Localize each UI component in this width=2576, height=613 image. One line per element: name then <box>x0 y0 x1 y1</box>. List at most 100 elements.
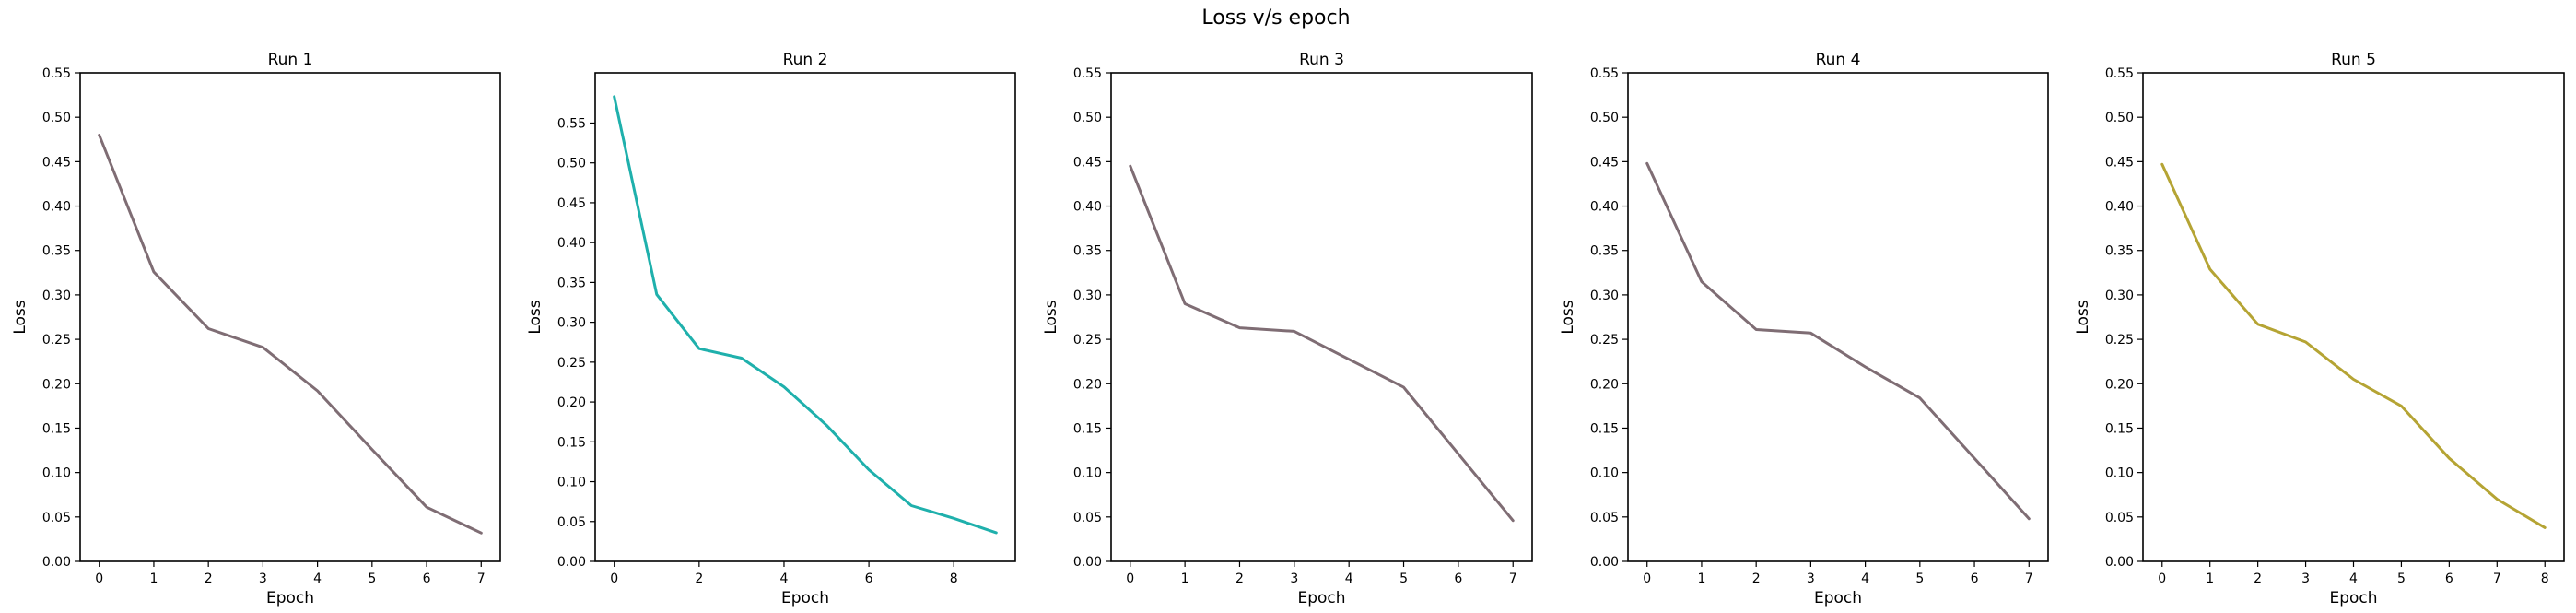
y-tick-label: 0.10 <box>1073 466 1102 481</box>
x-tick-label: 4 <box>2349 572 2358 586</box>
y-tick-label: 0.40 <box>557 236 586 251</box>
y-tick-label: 0.20 <box>2105 377 2134 392</box>
x-tick-label: 5 <box>1399 572 1408 586</box>
y-tick-label: 0.15 <box>557 435 586 450</box>
subplot-4: Run 4 0.00 0.05 0.10 0.15 0.20 0.25 0.30 0.35 0.4… <box>1559 51 2049 607</box>
axes-frame <box>2142 72 2565 562</box>
x-tick-label: 3 <box>1290 572 1298 586</box>
x-tick-label: 2 <box>695 572 703 586</box>
subplot-title: Run 1 <box>268 51 313 69</box>
y-axis-label: Loss <box>526 300 544 334</box>
y-tick-label: 0.45 <box>42 155 71 170</box>
x-tick-label: 6 <box>1454 572 1462 586</box>
x-tick-label: 6 <box>865 572 873 586</box>
y-tick-label: 0.30 <box>1590 289 1619 303</box>
x-axis-label: Epoch <box>2329 589 2377 607</box>
y-axis-label: Loss <box>1042 300 1060 334</box>
x-tick-label: 1 <box>149 572 158 586</box>
y-axis-label: Loss <box>2074 300 2092 334</box>
x-tick-label: 5 <box>1915 572 1924 586</box>
y-tick-label: 0.30 <box>2105 289 2134 303</box>
y-tick-label: 0.10 <box>557 476 586 490</box>
y-tick-label: 0.00 <box>42 555 71 570</box>
axes-frame <box>1627 72 2049 562</box>
y-tick-label: 0.20 <box>1590 377 1619 392</box>
y-tick-label: 0.20 <box>42 377 71 392</box>
x-tick-label: 6 <box>423 572 431 586</box>
y-tick-label: 0.15 <box>2105 421 2134 436</box>
x-tick-label: 7 <box>477 572 486 586</box>
x-tick-label: 3 <box>1807 572 1815 586</box>
y-tick-label: 0.45 <box>557 196 586 211</box>
x-tick-label: 0 <box>95 572 103 586</box>
y-tick-label: 0.05 <box>42 511 71 525</box>
x-tick-label: 2 <box>2254 572 2262 586</box>
y-tick-label: 0.40 <box>1073 200 1102 215</box>
subplot-2: Run 2 0.00 0.05 0.10 0.15 0.20 0.25 0.30 0.35 0.4… <box>526 51 1016 607</box>
y-tick-label: 0.50 <box>1073 111 1102 125</box>
subplot-title: Run 4 <box>1816 51 1861 69</box>
x-axis-label: Epoch <box>781 589 829 607</box>
y-tick-label: 0.30 <box>1073 289 1102 303</box>
x-tick-label: 2 <box>1752 572 1761 586</box>
y-tick-label: 0.20 <box>557 395 586 410</box>
y-tick-label: 0.25 <box>42 333 71 348</box>
x-tick-label: 4 <box>1345 572 1353 586</box>
x-tick-label: 5 <box>368 572 376 586</box>
x-tick-label: 6 <box>2445 572 2453 586</box>
y-tick-label: 0.55 <box>557 116 586 131</box>
y-tick-label: 0.55 <box>2105 66 2134 81</box>
y-tick-label: 0.25 <box>2105 333 2134 348</box>
figure-title: Loss v/s epoch <box>1201 6 1350 29</box>
y-tick-label: 0.05 <box>2105 511 2134 525</box>
y-tick-label: 0.30 <box>557 316 586 331</box>
y-tick-label: 0.25 <box>1590 333 1619 348</box>
y-tick-label: 0.50 <box>42 111 71 125</box>
y-tick-label: 0.55 <box>42 66 71 81</box>
y-tick-label: 0.35 <box>1073 244 1102 259</box>
y-tick-label: 0.20 <box>1073 377 1102 392</box>
y-tick-label: 0.35 <box>42 244 71 259</box>
x-tick-label: 1 <box>1697 572 1705 586</box>
x-tick-label: 5 <box>2397 572 2406 586</box>
y-tick-label: 0.40 <box>2105 200 2134 215</box>
x-tick-label: 0 <box>610 572 618 586</box>
y-tick-label: 0.00 <box>1073 555 1102 570</box>
x-tick-label: 7 <box>2025 572 2033 586</box>
y-tick-label: 0.05 <box>1073 511 1102 525</box>
y-tick-label: 0.15 <box>1590 421 1619 436</box>
y-tick-label: 0.25 <box>557 356 586 371</box>
y-tick-label: 0.05 <box>557 515 586 530</box>
y-tick-label: 0.50 <box>2105 111 2134 125</box>
x-tick-label: 3 <box>2301 572 2310 586</box>
y-tick-label: 0.35 <box>557 276 586 290</box>
x-axis-label: Epoch <box>1814 589 1862 607</box>
subplots-container: Run 1 0.00 0.05 0.10 0.15 0.20 0.25 0.30 0.35 0.4… <box>11 51 2565 607</box>
y-tick-label: 0.10 <box>1590 466 1619 481</box>
y-tick-label: 0.15 <box>42 421 71 436</box>
x-tick-label: 2 <box>1235 572 1244 586</box>
y-tick-label: 0.05 <box>1590 511 1619 525</box>
x-tick-label: 0 <box>1126 572 1134 586</box>
axes-frame <box>79 72 501 562</box>
x-tick-label: 1 <box>1181 572 1189 586</box>
x-tick-label: 7 <box>2493 572 2501 586</box>
x-axis-label: Epoch <box>266 589 314 607</box>
subplot-title: Run 3 <box>1299 51 1344 69</box>
y-tick-label: 0.00 <box>557 555 586 570</box>
y-tick-label: 0.40 <box>1590 200 1619 215</box>
axes-frame <box>594 72 1016 562</box>
x-tick-label: 8 <box>2541 572 2549 586</box>
series-line <box>1129 164 1515 523</box>
x-tick-label: 0 <box>1643 572 1651 586</box>
y-tick-label: 0.15 <box>1073 421 1102 436</box>
x-tick-label: 4 <box>780 572 789 586</box>
y-tick-label: 0.50 <box>557 157 586 171</box>
y-axis-label: Loss <box>1559 300 1577 334</box>
series-line <box>1645 161 2031 521</box>
y-tick-label: 0.35 <box>1590 244 1619 259</box>
series-line <box>613 95 998 535</box>
subplot-title: Run 2 <box>783 51 828 69</box>
